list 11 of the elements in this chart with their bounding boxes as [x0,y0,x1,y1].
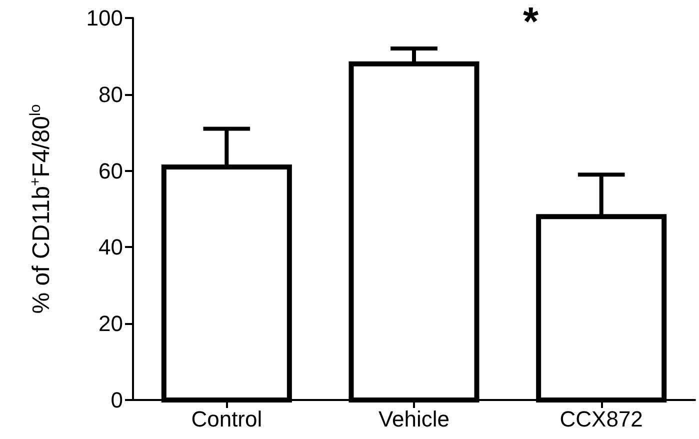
y-tick-label: 40 [98,234,123,260]
y-tick-label: 100 [86,6,123,30]
annotation: * [523,0,539,44]
x-tick-label: Vehicle [378,406,450,432]
x-tick-label: CCX872 [560,406,643,432]
y-tick-label: 60 [98,158,123,184]
y-tick-label: 80 [98,82,123,107]
x-tick-label: Control [191,406,262,432]
y-tick-label: 0 [110,388,123,412]
y-axis-title: % of CD11b+F4/80lo [27,104,55,314]
y-tick-label: 20 [98,311,123,336]
